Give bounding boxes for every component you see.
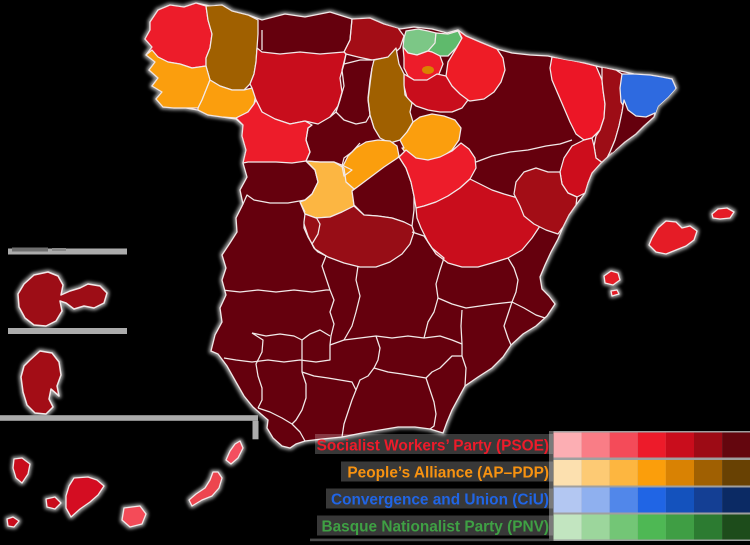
svg-text:Convergence and Union (CiU): Convergence and Union (CiU) <box>331 492 549 509</box>
svg-text:Basque Nationalist Party (PNV): Basque Nationalist Party (PNV) <box>322 519 550 536</box>
svg-text:Socialist Workers’ Party (PSOE: Socialist Workers’ Party (PSOE) <box>317 438 549 455</box>
svg-text:People’s Alliance (AP–PDP): People’s Alliance (AP–PDP) <box>347 465 549 482</box>
